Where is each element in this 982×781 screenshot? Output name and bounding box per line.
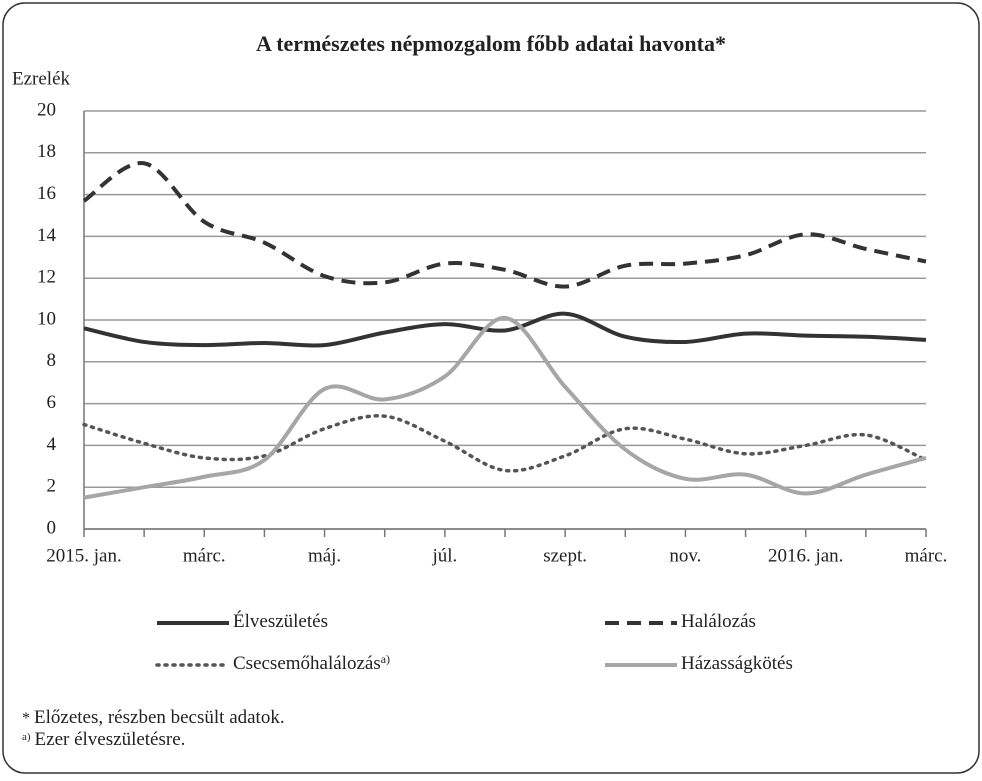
footnote-text: Ezer élveszületésre. — [35, 729, 186, 750]
y-tick-label: 0 — [47, 517, 57, 538]
legend-name: Halálozás — [681, 611, 756, 632]
y-tick-label: 14 — [37, 225, 57, 246]
y-tick-label: 4 — [47, 434, 57, 455]
legend-label: Élveszületés — [233, 610, 328, 632]
y-tick-label: 20 — [37, 99, 56, 120]
x-tick-label: 2016. jan. — [768, 545, 843, 566]
x-tick-label: 2015. jan. — [46, 545, 121, 566]
series-line — [83, 315, 927, 500]
legend-name: Csecsemőhalálozás — [233, 653, 381, 674]
x-tick-label: szept. — [543, 545, 587, 566]
legend-name: Élveszületés — [233, 610, 328, 632]
y-tick-label: 12 — [37, 267, 56, 288]
footnote: a) Ezer élveszületésre. — [22, 729, 185, 750]
footnote-marker: a) — [22, 731, 31, 743]
series-line — [82, 414, 928, 473]
y-tick-label: 16 — [37, 183, 56, 204]
y-tick-label: 18 — [37, 141, 56, 162]
x-tick-label: márc. — [183, 545, 226, 566]
x-tick-label: márc. — [905, 545, 948, 566]
y-axis-label: Ezrelék — [12, 68, 71, 89]
footnote: * Előzetes, részben becsült adatok. — [22, 707, 285, 728]
series-line — [82, 161, 927, 289]
y-tick-label: 8 — [47, 350, 57, 371]
chart-title: A természetes népmozgalom főbb adatai ha… — [256, 31, 726, 56]
x-tick-label: júl. — [431, 545, 457, 566]
y-tick-label: 2 — [47, 476, 57, 497]
y-tick-label: 6 — [47, 392, 57, 413]
legend-label: Halálozás — [681, 611, 756, 632]
legend-label: Csecsemőhalálozása) — [233, 652, 390, 675]
x-tick-label: nov. — [669, 545, 701, 566]
y-tick-label: 10 — [37, 308, 56, 329]
x-tick-label: máj. — [308, 545, 341, 566]
legend-note: a) — [381, 652, 390, 666]
legend-name: Házasságkötés — [681, 653, 793, 674]
footnote-text: Előzetes, részben becsült adatok. — [34, 707, 285, 728]
legend-label: Házasságkötés — [681, 653, 793, 674]
series-line — [83, 311, 927, 348]
footnote-marker: * — [22, 710, 30, 727]
